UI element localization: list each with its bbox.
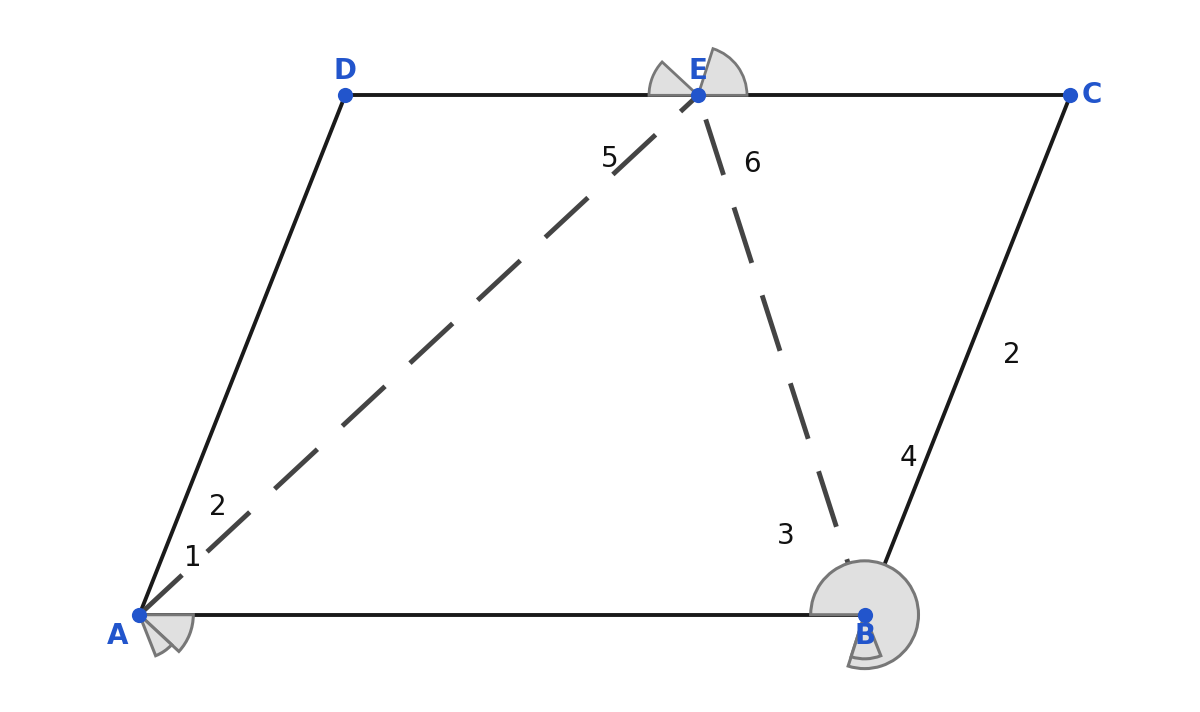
Text: C: C [1081, 81, 1102, 110]
Text: A: A [107, 622, 128, 650]
Wedge shape [811, 561, 918, 669]
Text: 4: 4 [900, 444, 918, 472]
Point [689, 90, 708, 101]
Wedge shape [851, 614, 881, 659]
Point [130, 609, 149, 620]
Text: 3: 3 [778, 523, 796, 550]
Wedge shape [698, 48, 748, 95]
Point [1061, 90, 1080, 101]
Wedge shape [139, 614, 172, 656]
Wedge shape [139, 614, 193, 651]
Text: B: B [854, 622, 875, 650]
Text: 1: 1 [185, 544, 202, 572]
Point [856, 609, 875, 620]
Text: 5: 5 [601, 145, 619, 173]
Text: E: E [689, 57, 708, 85]
Text: 2: 2 [1003, 341, 1020, 369]
Point [336, 90, 355, 101]
Text: 6: 6 [743, 150, 761, 178]
Text: D: D [334, 57, 356, 85]
Wedge shape [649, 62, 698, 95]
Text: 2: 2 [209, 493, 227, 521]
